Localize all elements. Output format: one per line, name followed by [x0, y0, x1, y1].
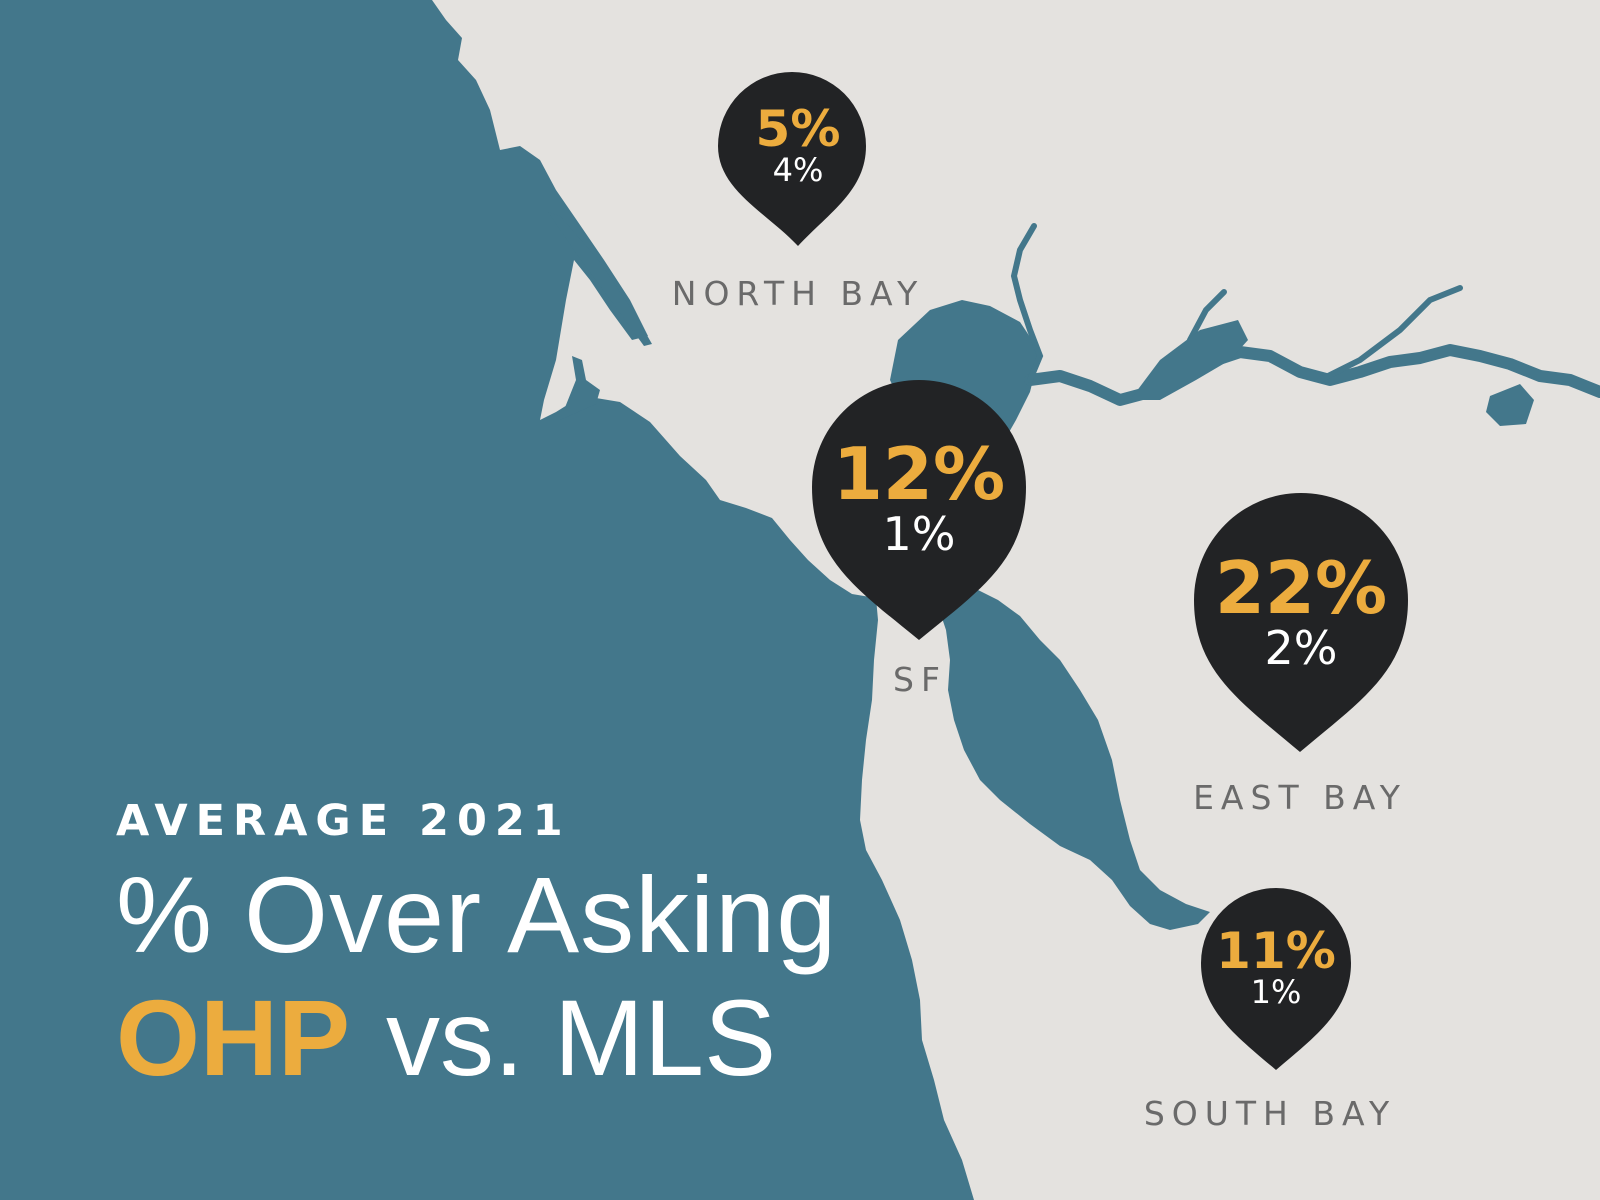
mls-value: 1% — [882, 507, 956, 561]
delta-channel — [1010, 223, 1044, 383]
mls-value: 1% — [1250, 973, 1302, 1011]
delta-lake — [1486, 384, 1534, 426]
pin-label-east-bay: 22% 2% — [1194, 552, 1408, 672]
title-eyebrow: AVERAGE 2021 — [116, 796, 571, 846]
mls-value: 2% — [1264, 621, 1338, 675]
tomales-bay — [548, 212, 652, 346]
region-label-sf: SF — [893, 660, 947, 699]
pin-south-bay[interactable] — [1201, 888, 1351, 1070]
region-label-north-bay: NORTH BAY — [671, 274, 925, 313]
title-block: AVERAGE 2021 % Over Asking OHP vs. MLS — [116, 796, 837, 1094]
title-comparison: vs. MLS — [386, 976, 777, 1098]
ohp-value: 5% — [755, 100, 841, 158]
pin-label-sf: 12% 1% — [812, 438, 1026, 558]
ohp-value: 12% — [832, 432, 1006, 516]
pin-marker — [812, 380, 1026, 640]
title-highlight: OHP — [116, 976, 351, 1098]
ohp-value: 22% — [1214, 546, 1388, 630]
pin-label-north-bay: 5% 4% — [718, 104, 878, 188]
pin-marker — [1194, 493, 1408, 752]
pin-marker — [718, 72, 866, 246]
suisun-bay — [1130, 320, 1248, 400]
pin-north-bay[interactable] — [718, 72, 866, 246]
pin-sf[interactable] — [812, 380, 1026, 640]
pin-marker — [1201, 888, 1351, 1070]
drakes-estero — [560, 356, 600, 420]
title-subheadline: OHP vs. MLS — [116, 981, 837, 1094]
title-headline: % Over Asking — [116, 854, 838, 975]
delta-waterways — [1024, 344, 1600, 406]
pin-east-bay[interactable] — [1194, 493, 1408, 752]
region-label-east-bay: EAST BAY — [1193, 778, 1407, 817]
pin-label-south-bay: 11% 1% — [1201, 926, 1351, 1010]
region-label-south-bay: SOUTH BAY — [1143, 1094, 1397, 1133]
mls-value: 4% — [772, 151, 824, 189]
ohp-value: 11% — [1216, 922, 1336, 980]
pacific-ocean — [0, 0, 974, 1200]
